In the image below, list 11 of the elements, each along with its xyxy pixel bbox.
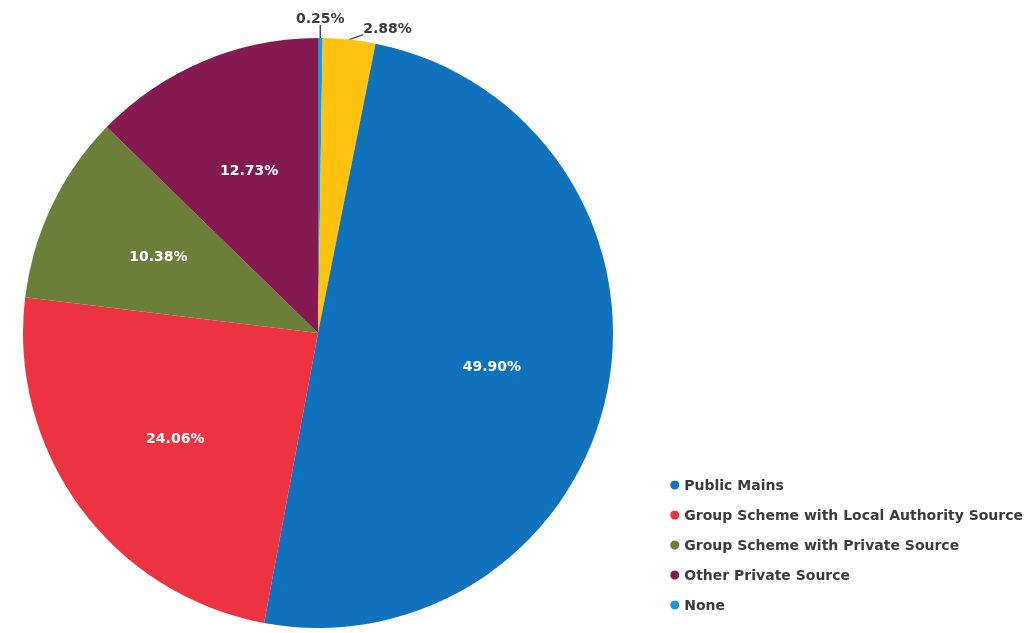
legend-label: Group Scheme with Local Authority Source [684,507,1024,523]
data-label: 49.90% [462,358,521,375]
data-label: 0.25% [296,10,345,27]
legend-label: Other Private Source [684,567,851,583]
legend-label: Public Mains [684,477,784,493]
data-label: 24.06% [146,429,205,446]
data-label: 12.73% [220,161,279,178]
legend-label: None [684,597,726,613]
data-label: 10.38% [129,248,188,265]
legend-label: Group Scheme with Private Source [684,537,960,553]
data-label: 2.88% [363,19,412,36]
